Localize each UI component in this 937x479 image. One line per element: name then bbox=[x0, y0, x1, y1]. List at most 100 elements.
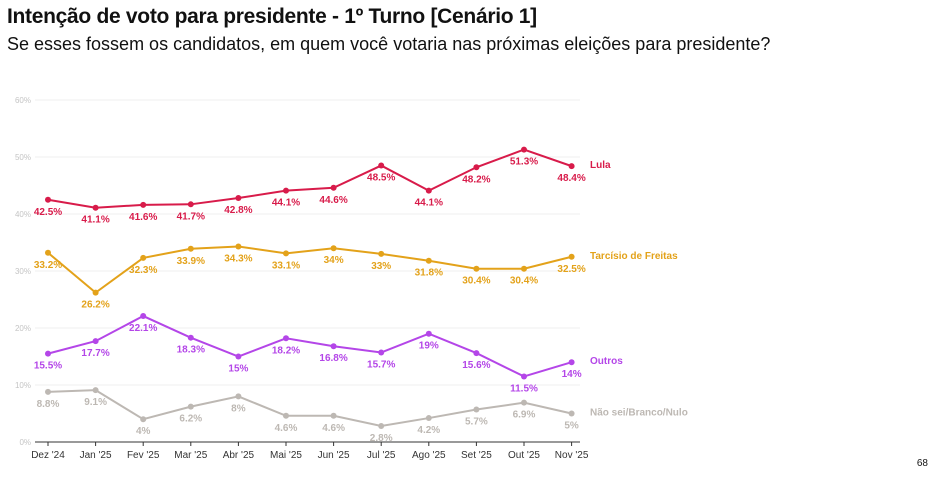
data-label: 5% bbox=[564, 421, 579, 432]
data-label: 33.9% bbox=[177, 256, 205, 267]
data-label: 41.7% bbox=[177, 211, 205, 222]
series-label: Não sei/Branco/Nulo bbox=[590, 408, 688, 419]
data-point bbox=[187, 201, 194, 208]
series-label: Outros bbox=[590, 356, 623, 367]
data-label: 51.3% bbox=[510, 157, 538, 168]
data-label: 19% bbox=[419, 341, 439, 352]
series-line bbox=[47, 389, 572, 428]
data-label: 6.9% bbox=[513, 410, 536, 421]
data-label: 30.4% bbox=[462, 276, 490, 287]
data-point bbox=[330, 343, 337, 350]
data-point bbox=[140, 254, 147, 261]
data-point bbox=[521, 373, 527, 380]
data-point bbox=[45, 249, 51, 256]
data-point bbox=[187, 403, 194, 410]
data-point bbox=[521, 399, 527, 406]
data-label: 15.7% bbox=[367, 360, 395, 371]
data-point bbox=[425, 415, 432, 422]
data-point bbox=[378, 423, 385, 430]
y-tick-label: 0% bbox=[19, 438, 31, 447]
data-point bbox=[568, 410, 575, 417]
data-label: 31.8% bbox=[415, 268, 443, 279]
data-point bbox=[235, 243, 242, 250]
x-tick-label: Nov '25 bbox=[555, 450, 589, 461]
data-point bbox=[45, 196, 51, 203]
data-point bbox=[425, 187, 432, 194]
data-label: 42.5% bbox=[34, 207, 62, 218]
x-tick-label: Abr '25 bbox=[223, 450, 255, 461]
data-point bbox=[140, 416, 147, 423]
series-label: Tarcísio de Freitas bbox=[590, 251, 678, 262]
data-label: 5.7% bbox=[465, 417, 488, 428]
data-label: 22.1% bbox=[129, 323, 157, 334]
data-point bbox=[187, 245, 194, 252]
data-point bbox=[425, 257, 432, 264]
x-tick-label: Mai '25 bbox=[270, 450, 302, 461]
x-tick-label: Set '25 bbox=[461, 450, 492, 461]
data-label: 15.5% bbox=[34, 361, 62, 372]
data-point bbox=[330, 184, 337, 191]
data-point bbox=[187, 334, 194, 341]
data-point bbox=[330, 412, 337, 419]
data-point bbox=[378, 349, 385, 356]
data-label: 34.3% bbox=[224, 253, 252, 264]
data-label: 17.7% bbox=[81, 348, 109, 359]
data-point bbox=[425, 330, 432, 337]
data-point bbox=[521, 265, 527, 272]
x-tick-label: Fev '25 bbox=[127, 450, 160, 461]
y-tick-label: 30% bbox=[15, 267, 31, 276]
data-label: 16.8% bbox=[319, 353, 347, 364]
data-point bbox=[283, 187, 289, 194]
series-line bbox=[47, 148, 572, 209]
data-label: 48.2% bbox=[462, 174, 490, 185]
data-label: 33% bbox=[371, 261, 391, 272]
x-tick-label: Jul '25 bbox=[367, 450, 396, 461]
data-label: 4% bbox=[136, 426, 151, 437]
data-label: 15% bbox=[228, 364, 248, 375]
data-label: 32.3% bbox=[129, 265, 157, 276]
data-point bbox=[235, 195, 242, 202]
data-label: 2.8% bbox=[370, 433, 393, 444]
series-line bbox=[47, 245, 572, 294]
data-label: 42.8% bbox=[224, 205, 252, 216]
data-point bbox=[92, 387, 99, 394]
data-label: 44.1% bbox=[272, 198, 300, 209]
data-point bbox=[235, 393, 242, 400]
page-number: 68 bbox=[916, 458, 928, 469]
data-label: 15.6% bbox=[462, 360, 490, 371]
data-label: 9.1% bbox=[84, 397, 107, 408]
x-tick-label: Ago '25 bbox=[412, 450, 446, 461]
data-label: 14% bbox=[562, 369, 582, 380]
data-point bbox=[473, 164, 480, 171]
y-tick-label: 50% bbox=[15, 153, 31, 162]
data-point bbox=[283, 250, 289, 257]
data-label: 4.6% bbox=[322, 423, 345, 434]
x-tick-label: Mar '25 bbox=[174, 450, 207, 461]
data-label: 6.2% bbox=[179, 414, 202, 425]
data-label: 32.5% bbox=[557, 264, 585, 275]
data-label: 33.2% bbox=[34, 260, 62, 271]
data-point bbox=[283, 335, 289, 342]
data-label: 41.1% bbox=[81, 215, 109, 226]
data-point bbox=[45, 350, 51, 357]
chart-subtitle: Se esses fossem os candidatos, em quem v… bbox=[7, 34, 771, 54]
data-point bbox=[378, 250, 385, 257]
data-point bbox=[92, 289, 99, 296]
x-tick-label: Jun '25 bbox=[318, 450, 350, 461]
data-label: 18.3% bbox=[177, 345, 205, 356]
data-point bbox=[45, 388, 51, 395]
data-label: 44.1% bbox=[415, 198, 443, 209]
data-label: 44.6% bbox=[319, 195, 347, 206]
data-label: 8.8% bbox=[37, 399, 60, 410]
data-label: 4.2% bbox=[417, 425, 440, 436]
data-point bbox=[521, 146, 527, 153]
y-tick-label: 20% bbox=[15, 324, 31, 333]
data-point bbox=[568, 163, 575, 170]
data-point bbox=[283, 412, 289, 419]
data-point bbox=[568, 359, 575, 366]
y-tick-label: 10% bbox=[15, 381, 31, 390]
data-label: 4.6% bbox=[275, 423, 298, 434]
data-point bbox=[330, 245, 337, 252]
data-point bbox=[92, 338, 99, 345]
